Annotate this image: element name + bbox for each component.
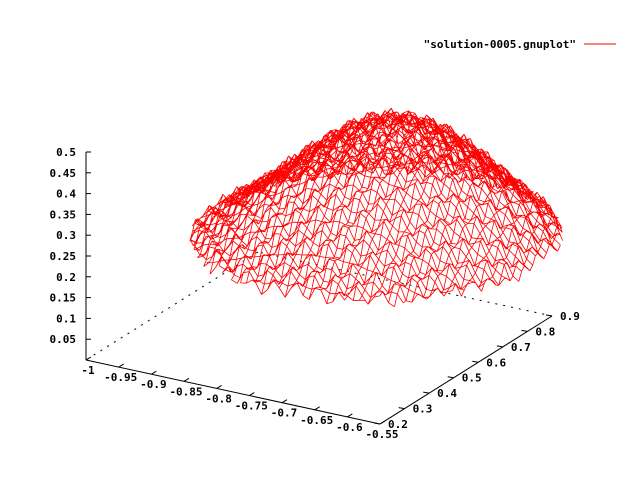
y-axis-line — [379, 315, 553, 425]
surface-mesh — [189, 107, 564, 308]
z-tick-label: 0.3 — [56, 229, 76, 242]
x-tick-mark — [347, 413, 353, 418]
legend-series-label: "solution-0005.gnuplot" — [424, 38, 576, 51]
z-tick-label: 0.05 — [50, 333, 77, 346]
y-tick-label: 0.4 — [437, 387, 457, 400]
y-tick-mark — [373, 422, 381, 425]
z-tick-label: 0.35 — [50, 208, 77, 221]
y-tick-mark — [545, 314, 553, 317]
z-tick-label: 0.45 — [50, 167, 77, 180]
x-tick-label: -0.75 — [235, 400, 268, 413]
x-tick-mark — [379, 420, 386, 425]
x-tick-label: -1 — [81, 364, 95, 377]
x-tick-mark — [85, 356, 92, 361]
x-tick-label: -0.65 — [300, 414, 333, 427]
z-tick-label: 0.4 — [56, 188, 76, 201]
z-tick-label: 0.1 — [56, 312, 76, 325]
y-tick-label: 0.8 — [535, 325, 555, 338]
x-tick-label: -0.55 — [365, 428, 398, 441]
x-tick-mark — [314, 406, 320, 411]
x-tick-label: -0.6 — [336, 421, 363, 434]
x-axis-line — [85, 359, 381, 425]
y-tick-mark — [496, 345, 503, 348]
y-tick-label: 0.7 — [511, 341, 531, 354]
y-tick-mark — [472, 360, 479, 363]
x-tick-mark — [183, 377, 190, 382]
y-tick-label: 0.9 — [560, 310, 580, 323]
tick-labels: 0.05 0.1 0.15 0.2 0.25 0.3 0.35 0.4 0.45 0.5 -1 -0.… — [50, 146, 580, 441]
x-tick-label: -0.95 — [104, 371, 137, 384]
x-tick-label: -0.7 — [271, 407, 298, 420]
x-tick-mark — [216, 385, 222, 389]
x-tick-label: -0.8 — [205, 392, 232, 405]
y-tick-label: 0.5 — [462, 372, 482, 385]
z-tick-label: 0.5 — [56, 146, 76, 159]
y-tick-label: 0.6 — [486, 356, 506, 369]
x-tick-mark — [118, 363, 124, 368]
surface-wireframe — [189, 107, 564, 308]
back-edge-line — [257, 251, 553, 317]
x-tick-mark — [281, 399, 288, 404]
x-tick-label: -0.9 — [140, 378, 167, 391]
x-tick-mark — [249, 392, 255, 396]
z-tick-label: 0.2 — [56, 271, 76, 284]
y-tick-mark — [423, 391, 430, 394]
x-tick-label: -0.85 — [169, 385, 202, 398]
left-edge-line — [85, 251, 259, 361]
y-tick-label: 0.2 — [388, 418, 408, 431]
y-tick-mark — [521, 329, 528, 332]
z-tick-label: 0.15 — [50, 292, 77, 305]
y-tick-label: 0.3 — [413, 403, 433, 416]
legend: "solution-0005.gnuplot" — [424, 38, 616, 51]
x-tick-mark — [151, 370, 157, 375]
z-tick-label: 0.25 — [50, 250, 77, 263]
y-tick-mark — [398, 407, 405, 410]
y-tick-mark — [447, 376, 454, 379]
